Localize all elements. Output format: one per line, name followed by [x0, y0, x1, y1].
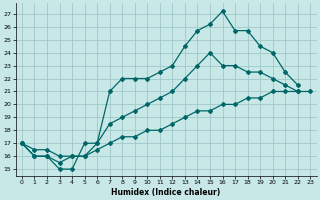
X-axis label: Humidex (Indice chaleur): Humidex (Indice chaleur)	[111, 188, 221, 197]
